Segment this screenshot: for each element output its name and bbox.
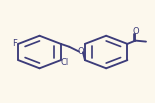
Text: F: F [12,39,17,48]
Text: O: O [78,47,84,56]
Text: Cl: Cl [60,57,69,67]
Text: O: O [132,27,139,36]
